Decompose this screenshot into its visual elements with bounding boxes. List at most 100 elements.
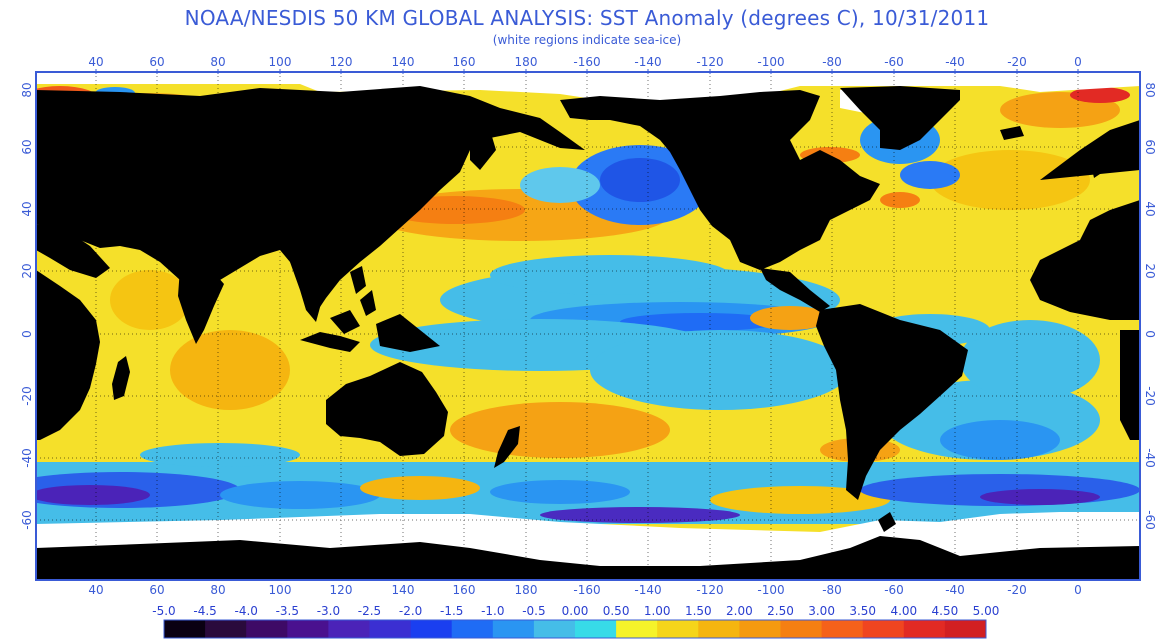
lon-label-top: 120 (330, 55, 353, 69)
lat-label-right: 60 (1143, 139, 1157, 154)
legend-swatch (369, 620, 412, 638)
lon-label-top: -40 (945, 55, 965, 69)
lon-label-top: 160 (453, 55, 476, 69)
chart-subtitle: (white regions indicate sea-ice) (492, 33, 682, 47)
legend-label: 4.00 (890, 604, 917, 618)
legend-swatch (780, 620, 823, 638)
lat-label-left: -60 (20, 510, 34, 530)
legend-swatch (533, 620, 576, 638)
legend-swatch (862, 620, 905, 638)
legend-swatch (164, 620, 206, 638)
lat-label-left: 80 (20, 82, 34, 97)
legend-swatch (903, 620, 946, 638)
bottom-longitude-labels: 40 60 80 100 120 140 160 180 -160 -140 -… (88, 583, 1081, 597)
lon-label-top: 180 (515, 55, 538, 69)
top-longitude-labels: 40 60 80 100 120 140 160 180 -160 -140 -… (88, 55, 1081, 69)
lat-label-left: -40 (20, 448, 34, 468)
lon-label-top: -140 (634, 55, 661, 69)
color-legend-labels: -5.0 -4.5 -4.0 -3.5 -3.0 -2.5 -2.0 -1.5 -1.0 -0.5… (152, 604, 999, 618)
lon-label-top: 0 (1074, 55, 1082, 69)
lat-label-right: 40 (1143, 201, 1157, 216)
legend-label: -1.0 (481, 604, 504, 618)
lat-label-right: 20 (1143, 263, 1157, 278)
lon-label-top: 40 (88, 55, 103, 69)
lon-label-bottom: 60 (149, 583, 164, 597)
graticule (36, 72, 1140, 580)
lon-label-top: 140 (392, 55, 415, 69)
lat-label-right: -20 (1143, 386, 1157, 406)
legend-label: 3.00 (808, 604, 835, 618)
lon-label-bottom: 120 (330, 583, 353, 597)
legend-label: 1.50 (685, 604, 712, 618)
legend-swatch (657, 620, 699, 638)
legend-swatch (739, 620, 781, 638)
legend-swatch (205, 620, 247, 638)
lon-label-top: -160 (573, 55, 600, 69)
lat-label-left: 60 (20, 139, 34, 154)
land-masses (36, 86, 1140, 532)
chart-title: NOAA/NESDIS 50 KM GLOBAL ANALYSIS: SST A… (184, 6, 990, 30)
lat-label-right: -40 (1143, 448, 1157, 468)
legend-label: 5.00 (973, 604, 1000, 618)
legend-label: 2.00 (726, 604, 753, 618)
lon-label-bottom: 100 (269, 583, 292, 597)
lon-label-bottom: -60 (884, 583, 904, 597)
lon-label-top: 80 (210, 55, 225, 69)
top-axis (95, 69, 1079, 74)
lon-label-top: -100 (757, 55, 784, 69)
lat-label-right: 0 (1143, 330, 1157, 338)
legend-swatch (616, 620, 658, 638)
legend-label: 3.50 (849, 604, 876, 618)
lon-label-bottom: 0 (1074, 583, 1082, 597)
legend-label: 0.50 (603, 604, 630, 618)
legend-label: 2.50 (767, 604, 794, 618)
legend-label: -4.0 (234, 604, 257, 618)
legend-swatch (246, 620, 288, 638)
legend-label: -0.5 (522, 604, 545, 618)
lon-label-bottom: -100 (757, 583, 784, 597)
lon-label-top: -120 (696, 55, 723, 69)
legend-label: -5.0 (152, 604, 175, 618)
lon-label-bottom: 80 (210, 583, 225, 597)
lat-label-left: 20 (20, 263, 34, 278)
lat-label-left: 0 (20, 330, 34, 338)
legend-label: -4.5 (193, 604, 216, 618)
lon-label-bottom: 180 (515, 583, 538, 597)
map-frame (35, 71, 1141, 581)
lon-label-bottom: 40 (88, 583, 103, 597)
legend-label: 0.00 (562, 604, 589, 618)
legend-swatch (698, 620, 740, 638)
color-legend-bar (163, 619, 987, 639)
lon-label-bottom: -120 (696, 583, 723, 597)
lon-label-top: -20 (1007, 55, 1027, 69)
legend-swatch (575, 620, 617, 638)
legend-swatch (451, 620, 494, 638)
legend-label: -3.0 (317, 604, 340, 618)
lon-label-bottom: -80 (822, 583, 842, 597)
right-latitude-labels: 80 60 40 20 0 -20 -40 -60 (1143, 82, 1157, 529)
lat-label-left: 40 (20, 201, 34, 216)
lon-label-bottom: -140 (634, 583, 661, 597)
legend-label: 4.50 (932, 604, 959, 618)
legend-label: -2.0 (399, 604, 422, 618)
left-latitude-labels: 80 60 40 20 0 -20 -40 -60 (20, 82, 34, 529)
legend-label: 1.00 (644, 604, 671, 618)
lon-label-top: -60 (884, 55, 904, 69)
legend-label: -1.5 (440, 604, 463, 618)
legend-swatch (410, 620, 453, 638)
lat-label-right: 80 (1143, 82, 1157, 97)
lon-label-top: 60 (149, 55, 164, 69)
legend-swatch (944, 620, 987, 638)
lon-label-top: 100 (269, 55, 292, 69)
lon-label-bottom: 140 (392, 583, 415, 597)
land-antarctica (36, 536, 1140, 580)
lat-label-right: -60 (1143, 510, 1157, 530)
legend-outline (163, 619, 987, 639)
legend-swatch (287, 620, 329, 638)
legend-swatch (492, 620, 535, 638)
lon-label-bottom: -40 (945, 583, 965, 597)
lat-label-left: -20 (20, 386, 34, 406)
lon-label-top: -80 (822, 55, 842, 69)
legend-label: -3.5 (276, 604, 299, 618)
